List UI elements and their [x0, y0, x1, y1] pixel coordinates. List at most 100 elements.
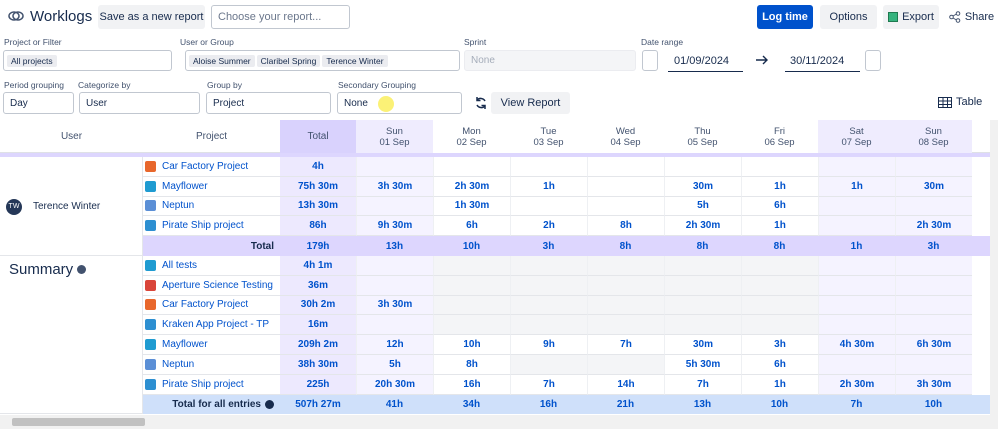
report-select[interactable]: Choose your report...	[211, 5, 350, 29]
day-total: 3h	[927, 240, 940, 252]
report-select-text: Choose your report...	[218, 11, 322, 23]
project-name[interactable]: Car Factory Project	[162, 299, 249, 311]
log-time-button[interactable]: Log time	[757, 5, 813, 29]
project-name[interactable]: Mayflower	[162, 180, 208, 192]
project-cell: Kraken App Project - TP	[143, 315, 280, 336]
date-prev[interactable]	[642, 50, 658, 71]
header-day: Wed 04 Sep	[587, 120, 664, 153]
secondary-select[interactable]: None	[337, 92, 462, 114]
header-day: Thu 05 Sep	[664, 120, 741, 153]
header-day-date: 02 Sep	[456, 136, 487, 148]
user-chip[interactable]: Claribel Spring	[256, 54, 321, 67]
user-chip[interactable]: Terence Winter	[322, 54, 388, 67]
total-cell: 86h	[280, 216, 356, 237]
day-total: 7h	[850, 398, 863, 410]
day-cell	[433, 315, 510, 336]
day-cell: 30m	[664, 176, 741, 197]
day-total: 10h	[924, 398, 943, 410]
total-value: 179h	[306, 240, 330, 252]
project-chip: All projects	[7, 54, 57, 67]
day-cell	[664, 275, 741, 296]
user-cell: Summary	[0, 256, 143, 415]
day-cell	[510, 275, 587, 296]
horizontal-scrollbar[interactable]	[0, 415, 998, 429]
day-cell	[895, 315, 972, 336]
project-name[interactable]: Mayflower	[162, 339, 208, 351]
export-text: Export	[902, 11, 934, 23]
date-from[interactable]: 01/09/2024	[674, 55, 730, 67]
day-cell	[510, 295, 587, 316]
project-name[interactable]: Pirate Ship project	[162, 378, 244, 390]
cursor-highlight	[378, 96, 394, 112]
day-cell	[510, 157, 587, 177]
day-cell	[356, 196, 433, 217]
total-cell: 4h 1m	[280, 256, 356, 276]
project-name[interactable]: Pirate Ship project	[162, 220, 244, 232]
day-cell: 6h	[433, 216, 510, 237]
project-name[interactable]: Aperture Science Testing	[162, 279, 273, 291]
header-day-date: 03 Sep	[533, 136, 564, 148]
date-to[interactable]: 30/11/2024	[790, 55, 845, 67]
header-day-date: 04 Sep	[610, 136, 641, 148]
project-icon	[145, 358, 156, 370]
view-report-button[interactable]: View Report	[491, 92, 570, 114]
project-cell: All tests	[143, 256, 280, 276]
day-cell: 2h 30m	[433, 176, 510, 197]
project-cell: Car Factory Project	[143, 157, 280, 177]
project-cell: Pirate Ship project	[143, 375, 280, 395]
vertical-scrollbar[interactable]	[990, 120, 998, 415]
share-text: Share	[964, 11, 995, 23]
date-next[interactable]	[865, 50, 881, 71]
day-cell: 5h	[664, 196, 741, 217]
day-cell: 2h	[510, 216, 587, 237]
categorize-select[interactable]: User	[79, 92, 200, 114]
project-name[interactable]: Neptun	[162, 358, 195, 370]
day-cell	[510, 256, 587, 276]
project-cell: Mayflower	[143, 177, 280, 197]
user-chip[interactable]: Aloise Summer	[189, 54, 255, 67]
user-input[interactable]: Aloise Summer Claribel Spring Terence Wint…	[185, 50, 460, 71]
day-cell	[895, 355, 972, 375]
secondary-value: None	[344, 97, 368, 109]
header-day-name: Fri	[773, 125, 786, 137]
day-cell: 1h	[741, 176, 818, 197]
day-total: 8h	[773, 240, 786, 252]
user-avatar: TW	[6, 198, 22, 215]
period-label: Period grouping	[4, 80, 65, 90]
project-input[interactable]: All projects	[3, 50, 172, 71]
day-cell	[895, 157, 972, 177]
project-name[interactable]: Neptun	[162, 200, 195, 212]
categorize-label: Categorize by	[78, 80, 131, 90]
view-mode[interactable]: Table	[938, 96, 982, 108]
day-cell	[664, 256, 741, 276]
export-button[interactable]: Export	[883, 5, 939, 29]
project-name[interactable]: Car Factory Project	[162, 160, 249, 172]
options-button[interactable]: Options	[820, 5, 877, 29]
summary-label: Summary	[9, 261, 87, 278]
total-row-bg	[143, 394, 990, 415]
day-total: 13h	[385, 240, 404, 252]
header-day-name: Mon	[462, 125, 481, 137]
group-select[interactable]: Project	[206, 92, 331, 114]
day-cell	[895, 275, 972, 296]
project-chip-text: All projects	[11, 55, 53, 66]
scrollbar-thumb[interactable]	[12, 418, 145, 426]
share-button[interactable]: Share	[945, 5, 998, 29]
project-name[interactable]: All tests	[162, 259, 198, 271]
refresh-icon	[476, 97, 486, 109]
day-cell: 30m	[664, 335, 741, 355]
day-cell	[510, 315, 587, 336]
total-label: Total for all entries	[143, 395, 280, 415]
period-select[interactable]: Day	[3, 92, 74, 114]
day-cell: 8h	[433, 355, 510, 375]
period-value: Day	[10, 97, 28, 109]
day-cell: 6h	[741, 355, 818, 375]
save-report-button[interactable]: Save as a new report	[98, 5, 205, 29]
day-cell: 3h	[741, 335, 818, 355]
project-name[interactable]: Kraken App Project - TP	[162, 319, 270, 331]
day-cell: 2h 30m	[664, 216, 741, 237]
day-total: 3h	[542, 240, 555, 252]
share-icon	[949, 11, 961, 23]
total-cell: 38h 30m	[280, 355, 356, 375]
day-cell	[818, 196, 895, 217]
